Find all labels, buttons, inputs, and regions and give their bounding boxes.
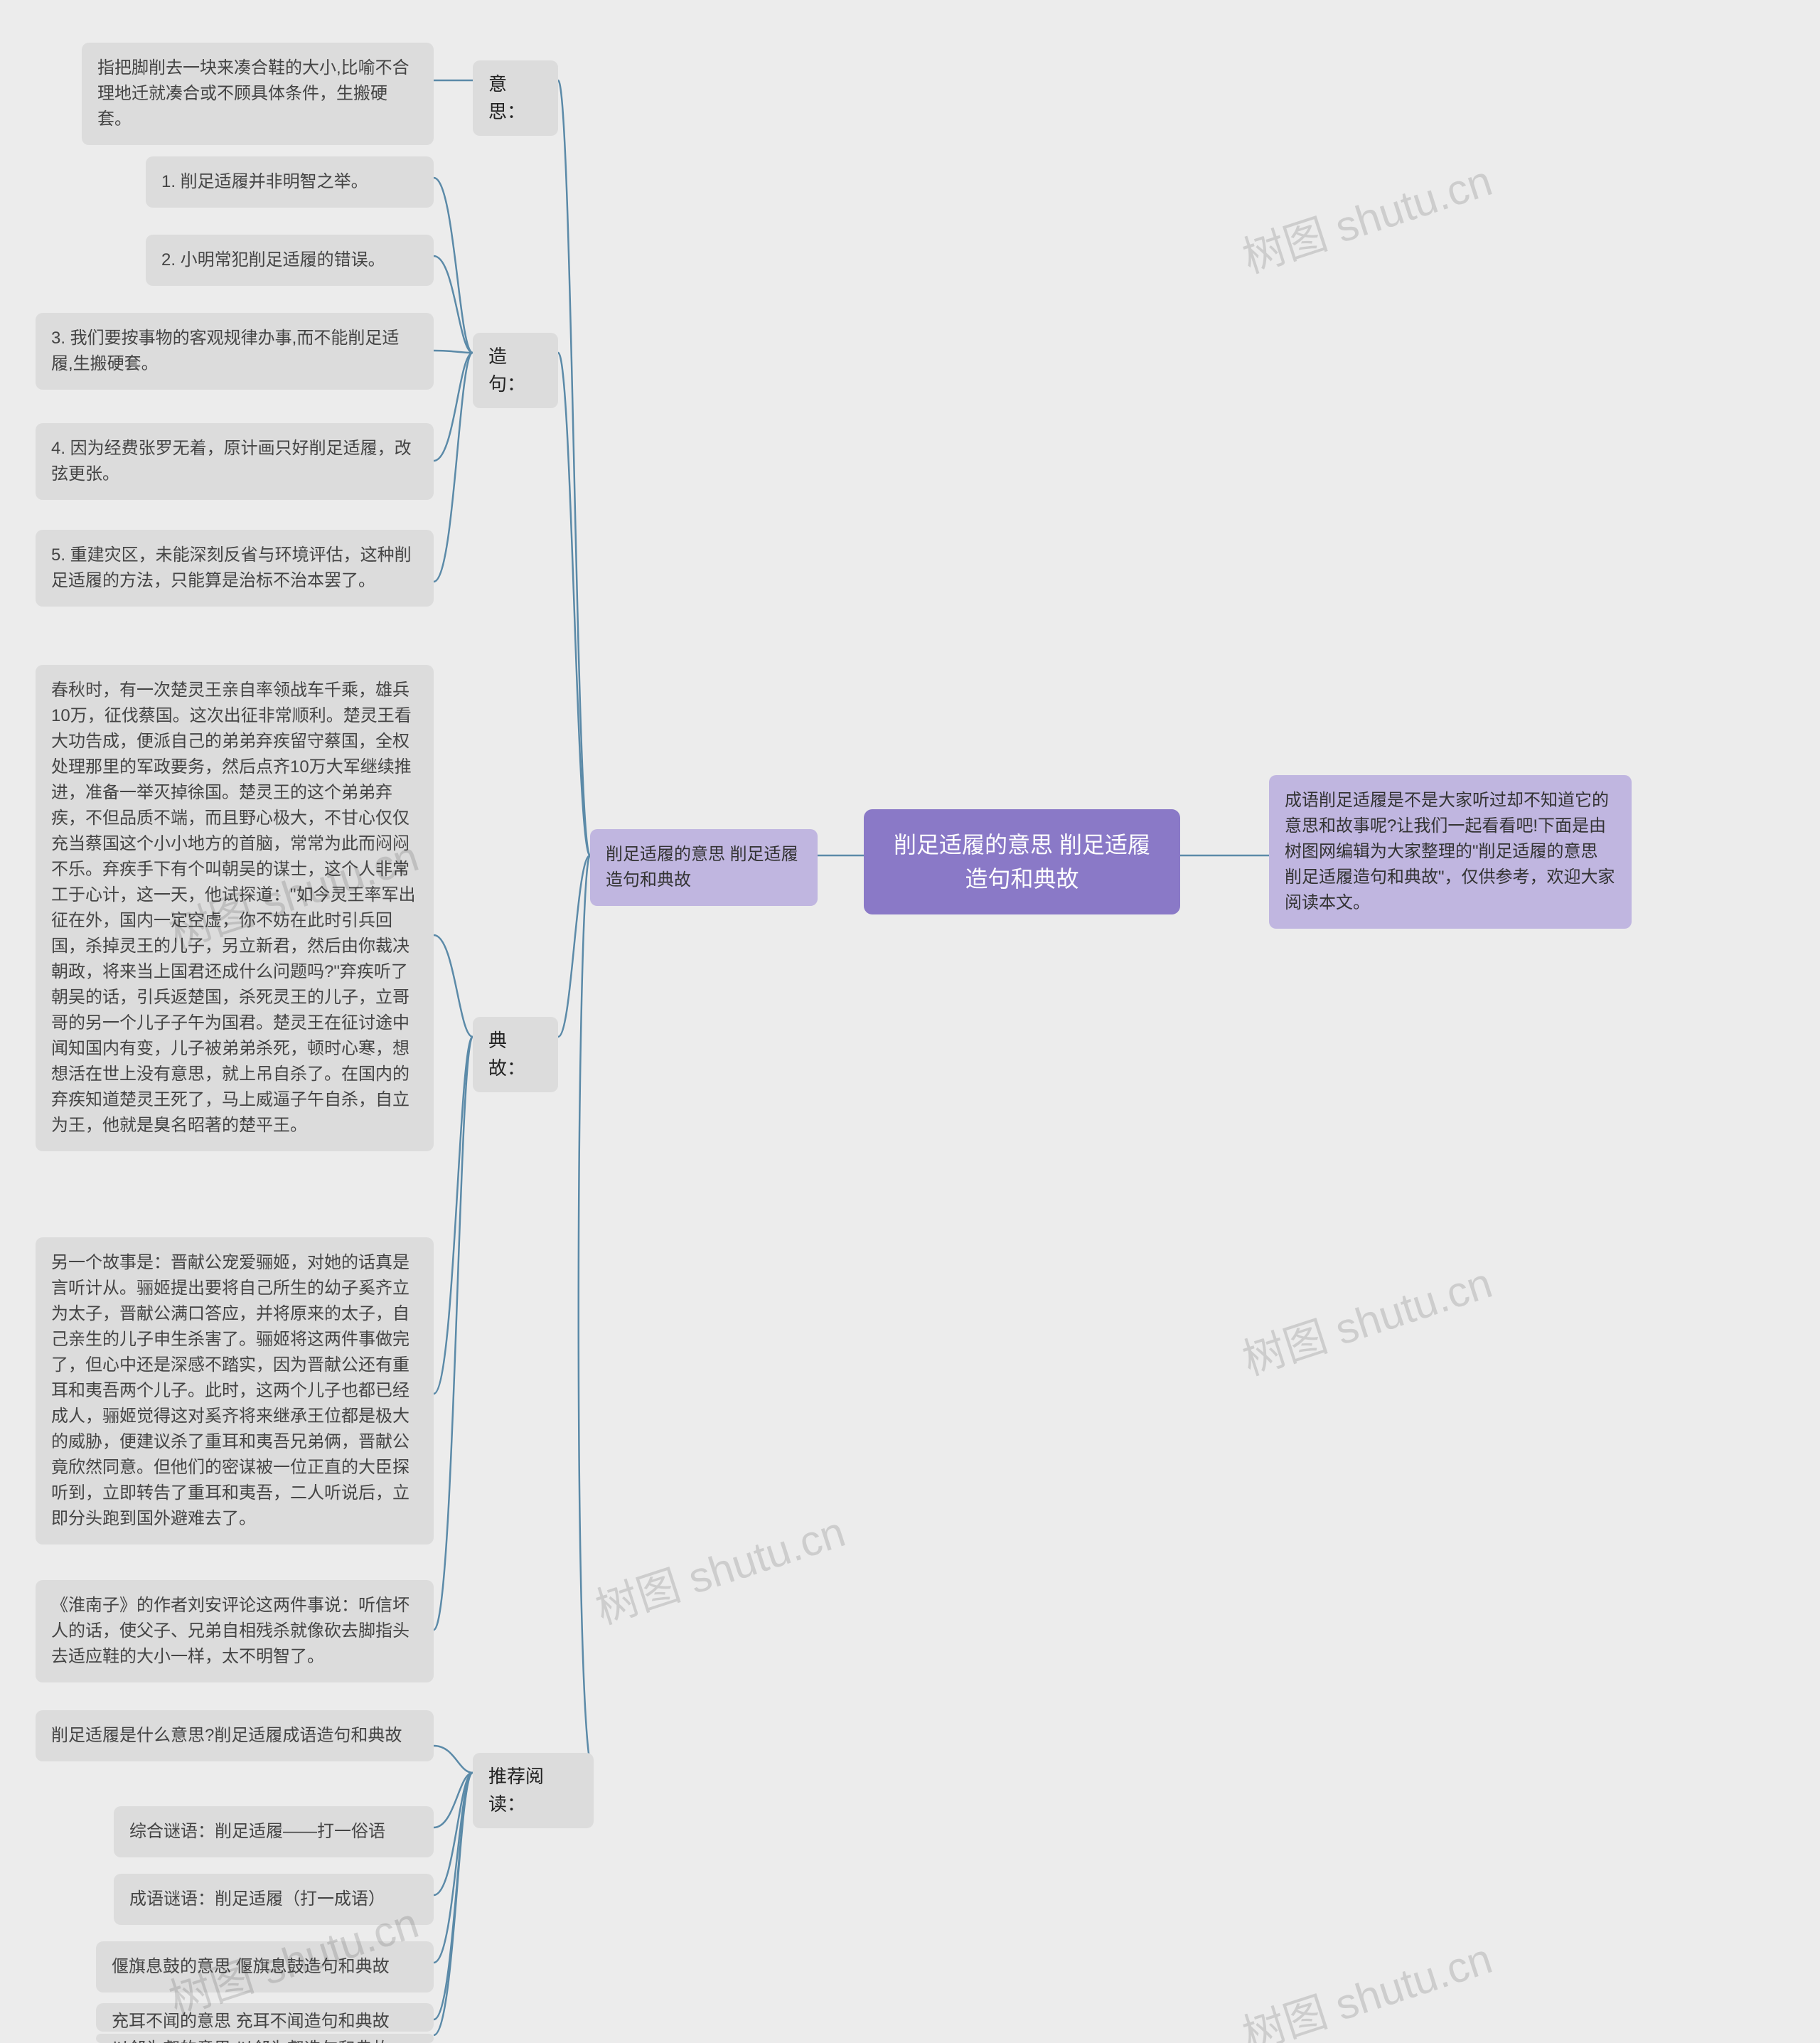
leaf-sentence-5-text: 5. 重建灾区，未能深刻反省与环境评估，这种削足适履的方法，只能算是治标不治本罢… xyxy=(51,545,412,590)
leaf-rec-4[interactable]: 偃旗息鼓的意思 偃旗息鼓造句和典故 xyxy=(96,1941,434,1993)
leaf-story-3[interactable]: 《淮南子》的作者刘安评论这两件事说：听信坏人的话，使父子、兄弟自相残杀就像砍去脚… xyxy=(36,1580,434,1682)
label-recommended-text: 推荐阅读： xyxy=(488,1766,544,1815)
leaf-rec-1-text: 削足适履是什么意思?削足适履成语造句和典故 xyxy=(51,1726,402,1745)
leaf-sentence-1-text: 1. 削足适履并非明智之举。 xyxy=(161,172,368,191)
leaf-rec-1[interactable]: 削足适履是什么意思?削足适履成语造句和典故 xyxy=(36,1710,434,1761)
leaf-sentence-4[interactable]: 4. 因为经费张罗无着，原计画只好削足适履，改弦更张。 xyxy=(36,423,434,500)
leaf-story-3-text: 《淮南子》的作者刘安评论这两件事说：听信坏人的话，使父子、兄弟自相残杀就像砍去脚… xyxy=(51,1596,410,1666)
leaf-rec-4-text: 偃旗息鼓的意思 偃旗息鼓造句和典故 xyxy=(112,1957,390,1976)
leaf-rec-6[interactable]: 以邻为壑的意思 以邻为壑造句和典故 xyxy=(96,2034,434,2043)
watermark: 树图 shutu.cn xyxy=(1233,1924,1499,2043)
leaf-sentence-3-text: 3. 我们要按事物的客观规律办事,而不能削足适履,生搬硬套。 xyxy=(51,329,399,373)
leaf-sentence-2[interactable]: 2. 小明常犯削足适履的错误。 xyxy=(146,235,434,286)
left-main-title: 削足适履的意思 削足适履造句和典故 xyxy=(606,845,798,890)
leaf-sentence-4-text: 4. 因为经费张罗无着，原计画只好削足适履，改弦更张。 xyxy=(51,439,412,484)
label-meaning-text: 意思： xyxy=(488,73,525,122)
left-main-node[interactable]: 削足适履的意思 削足适履造句和典故 xyxy=(590,829,818,906)
label-story[interactable]: 典故： xyxy=(473,1017,558,1092)
right-intro-text: 成语削足适履是不是大家听过却不知道它的意思和故事呢?让我们一起看看吧!下面是由树… xyxy=(1285,791,1615,912)
leaf-rec-6-text: 以邻为壑的意思 以邻为壑造句和典故 xyxy=(112,2039,390,2043)
leaf-story-1-text: 春秋时，有一次楚灵王亲自率领战车千乘，雄兵10万，征伐蔡国。这次出征非常顺利。楚… xyxy=(51,681,416,1135)
root-node[interactable]: 削足适履的意思 削足适履造句和典故 xyxy=(864,809,1180,914)
leaf-rec-5[interactable]: 充耳不闻的意思 充耳不闻造句和典故 xyxy=(96,2003,434,2032)
leaf-rec-2[interactable]: 综合谜语：削足适履——打一俗语 xyxy=(114,1806,434,1857)
label-sentences[interactable]: 造句： xyxy=(473,333,558,408)
leaf-rec-3[interactable]: 成语谜语：削足适履（打一成语） xyxy=(114,1874,434,1925)
watermark: 树图 shutu.cn xyxy=(1233,1249,1499,1387)
watermark: 树图 shutu.cn xyxy=(587,1498,852,1636)
leaf-rec-5-text: 充耳不闻的意思 充耳不闻造句和典故 xyxy=(112,2012,390,2031)
leaf-sentence-3[interactable]: 3. 我们要按事物的客观规律办事,而不能削足适履,生搬硬套。 xyxy=(36,313,434,390)
label-story-text: 典故： xyxy=(488,1030,525,1079)
leaf-story-1[interactable]: 春秋时，有一次楚灵王亲自率领战车千乘，雄兵10万，征伐蔡国。这次出征非常顺利。楚… xyxy=(36,665,434,1151)
label-recommended[interactable]: 推荐阅读： xyxy=(473,1753,594,1828)
leaf-sentence-1[interactable]: 1. 削足适履并非明智之举。 xyxy=(146,156,434,208)
leaf-story-2-text: 另一个故事是：晋献公宠爱骊姬，对她的话真是言听计从。骊姬提出要将自己所生的幼子奚… xyxy=(51,1253,410,1528)
watermark: 树图 shutu.cn xyxy=(1233,146,1499,285)
leaf-sentence-2-text: 2. 小明常犯削足适履的错误。 xyxy=(161,250,385,270)
leaf-rec-3-text: 成语谜语：削足适履（打一成语） xyxy=(129,1889,385,1909)
right-intro-node[interactable]: 成语削足适履是不是大家听过却不知道它的意思和故事呢?让我们一起看看吧!下面是由树… xyxy=(1269,775,1632,929)
label-sentences-text: 造句： xyxy=(488,346,525,395)
leaf-rec-2-text: 综合谜语：削足适履——打一俗语 xyxy=(129,1822,385,1841)
label-meaning[interactable]: 意思： xyxy=(473,60,558,136)
root-title: 削足适履的意思 削足适履造句和典故 xyxy=(894,832,1150,892)
leaf-sentence-5[interactable]: 5. 重建灾区，未能深刻反省与环境评估，这种削足适履的方法，只能算是治标不治本罢… xyxy=(36,530,434,607)
mindmap-canvas: 削足适履的意思 削足适履造句和典故 成语削足适履是不是大家听过却不知道它的意思和… xyxy=(0,0,1820,2043)
leaf-meaning[interactable]: 指把脚削去一块来凑合鞋的大小,比喻不合理地迁就凑合或不顾具体条件，生搬硬套。 xyxy=(82,43,434,145)
leaf-meaning-text: 指把脚削去一块来凑合鞋的大小,比喻不合理地迁就凑合或不顾具体条件，生搬硬套。 xyxy=(97,58,410,129)
leaf-story-2[interactable]: 另一个故事是：晋献公宠爱骊姬，对她的话真是言听计从。骊姬提出要将自己所生的幼子奚… xyxy=(36,1237,434,1545)
